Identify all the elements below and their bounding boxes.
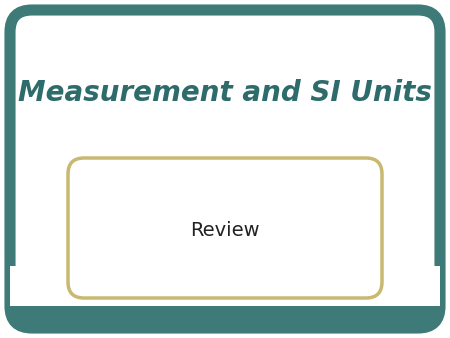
FancyBboxPatch shape [10, 266, 440, 328]
Text: Measurement and SI Units: Measurement and SI Units [18, 79, 432, 107]
Text: Review: Review [190, 220, 260, 240]
FancyBboxPatch shape [68, 158, 382, 298]
Bar [10, 266, 440, 306]
FancyBboxPatch shape [10, 10, 440, 328]
